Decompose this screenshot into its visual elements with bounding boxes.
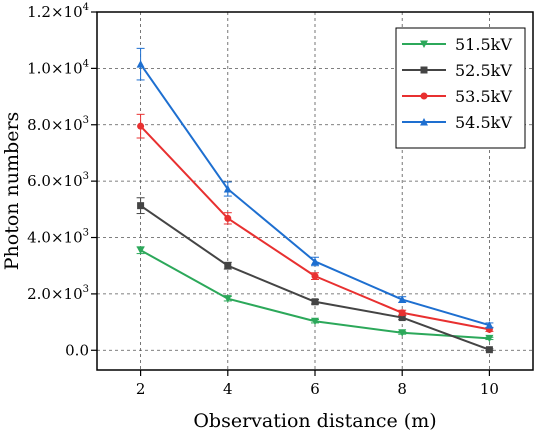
y-tick-exponent: 3 [83,228,89,239]
y-tick-mantissa: 1.2×10 [27,3,83,21]
series-3 [136,47,494,329]
y-tick-mantissa: 2.0×10 [27,285,83,303]
data-point [311,257,319,265]
data-point [136,60,145,68]
data-point [398,309,406,317]
x-tick-label: 10 [480,380,499,398]
series-layer [136,47,494,354]
y-axis-title: Photon numbers [1,112,23,271]
y-tick-label: 1.2×104 [27,2,89,21]
y-tick-label: 2.0×103 [27,284,89,303]
y-tick-mantissa: 6.0×10 [27,172,83,190]
data-point [224,214,232,222]
legend-label: 52.5kV [455,61,512,80]
data-point [311,298,319,306]
legend-swatch-marker [420,40,428,48]
y-tick-mantissa: 8.0×10 [27,116,83,134]
legend-box [395,27,526,149]
x-axis-title: Observation distance (m) [193,410,436,432]
x-tick-label: 2 [136,380,146,398]
data-point [311,317,319,326]
legend: 51.5kV 52.5kV 53.5kV 54.5kV [395,27,526,149]
data-point [136,246,145,255]
legend-item: 53.5kV [402,87,512,106]
y-tick-exponent: 3 [83,284,89,295]
y-tick-mantissa: 0.0 [65,341,89,359]
data-point [485,321,494,329]
data-point [485,346,493,354]
y-tick-exponent: 3 [83,115,89,126]
data-point [398,314,406,322]
legend-swatch-marker [420,66,428,74]
legend-item: 51.5kV [402,35,512,54]
y-tick-label: 1.0×104 [27,58,89,77]
data-point [224,262,232,270]
series-1 [136,197,494,354]
y-tick-label: 0.0 [65,341,89,359]
data-point [398,329,407,337]
data-point [223,185,232,193]
legend-item: 54.5kV [402,113,512,132]
legend-label: 53.5kV [455,87,512,106]
y-tick-label: 6.0×103 [27,171,89,190]
data-point [137,202,145,210]
y-tick-mantissa: 1.0×10 [27,59,83,77]
x-tick-label: 4 [223,380,233,398]
x-tick-label: 6 [310,380,320,398]
data-point [311,272,319,280]
series-0 [136,246,494,343]
axis-layer: 2 4 6 8 100.02.0×1034.0×1036.0×1038.0×1031.0… [27,2,499,398]
legend-label: 51.5kV [455,35,512,54]
y-tick-label: 4.0×103 [27,228,89,247]
y-tick-mantissa: 4.0×10 [27,229,83,247]
y-tick-exponent: 4 [83,58,89,69]
legend-item: 52.5kV [402,61,512,80]
legend-swatch-marker [420,92,428,100]
data-point [398,295,407,304]
x-tick-label: 8 [397,380,407,398]
data-point [223,295,232,303]
y-tick-label: 8.0×103 [27,115,89,134]
data-point [137,122,145,130]
legend-label: 54.5kV [455,113,512,132]
legend-swatch-marker [420,118,428,126]
y-tick-exponent: 4 [83,2,89,13]
data-point [485,334,494,343]
y-tick-exponent: 3 [83,171,89,182]
